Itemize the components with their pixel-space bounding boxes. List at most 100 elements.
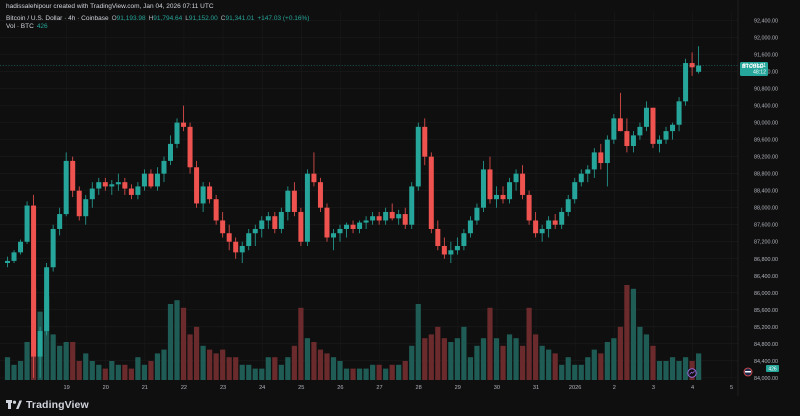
volume-bar [669, 357, 676, 380]
volume-bar [44, 296, 50, 380]
candle-body [370, 216, 376, 221]
candle-body [233, 241, 239, 253]
candle-body [650, 107, 656, 144]
y-tick-label: 88,400.00 [754, 189, 778, 195]
tradingview-brand[interactable]: TradingView [6, 399, 89, 411]
candle-body [552, 220, 558, 225]
y-tick-label: 88,800.00 [754, 172, 778, 178]
volume-bar [624, 285, 630, 380]
volume-bar [167, 304, 174, 380]
x-tick-label: 26 [337, 385, 343, 391]
volume-bar [317, 349, 324, 380]
close-label: C [220, 15, 226, 22]
volume-legend[interactable]: Vol · BTC 426 [6, 23, 51, 30]
candle-body [265, 216, 271, 221]
volume-bar [572, 364, 578, 380]
volume-bar [539, 345, 545, 380]
volume-bar [161, 349, 167, 380]
volume-bar [265, 357, 271, 380]
candle-body [480, 169, 486, 208]
price-badge-symbol: BTCUSD [742, 64, 764, 70]
y-tick-label: 84,400.00 [754, 359, 778, 365]
badges: BTCUSD 91,341.01 48:12 426 [687, 62, 779, 378]
x-tick-label: 22 [181, 385, 187, 391]
volume-bar [272, 357, 278, 380]
time-axis[interactable]: 19 20 21 22 23 24 25 26 27 28 29 30 31 2026 2 3 4 5 [63, 385, 733, 391]
volume-bar [193, 326, 200, 380]
candle-body [676, 101, 682, 125]
volume-bar [259, 368, 265, 380]
volume-bar [422, 338, 428, 380]
candle-body [285, 190, 291, 212]
candle-body [70, 160, 76, 191]
volume-bar [552, 353, 558, 380]
candle-body [572, 182, 578, 200]
candle-body [415, 126, 421, 187]
volume-bar [213, 353, 219, 380]
volume-bar [207, 349, 213, 380]
volume-bar [180, 307, 187, 380]
candle-body [539, 228, 545, 234]
candle-body [304, 173, 310, 242]
volume-bar [370, 364, 376, 380]
candle-body [591, 152, 597, 170]
volume-bar [565, 357, 571, 380]
volume-bar [454, 338, 460, 380]
open-label: O [111, 15, 117, 22]
candle-body [278, 211, 284, 229]
symbol-legend[interactable]: Bitcoin / U.S. Dollar · 4h · Coinbase O91… [6, 15, 312, 22]
low-value: 91,152.00 [188, 15, 218, 22]
volume-bar [278, 364, 284, 380]
volume-bar [154, 353, 161, 380]
candle-body [311, 173, 317, 183]
volume-bar [57, 345, 63, 380]
volume-bar [630, 288, 637, 380]
volume-bar [676, 361, 682, 380]
volume-bar [233, 357, 239, 380]
y-tick-label: 89,200.00 [754, 155, 778, 161]
candle-body [389, 211, 395, 219]
volume-bar [304, 338, 311, 380]
volume-bar [96, 364, 102, 380]
volume-bar [11, 364, 17, 380]
y-tick-label: 89,600.00 [754, 138, 778, 144]
volume-bar [500, 345, 506, 380]
candle-body [454, 245, 460, 251]
low-label: L [185, 15, 189, 22]
volume-bar [696, 353, 702, 380]
tradingview-wordmark: TradingView [26, 399, 89, 411]
volume-bar [285, 357, 291, 380]
volume-bar [89, 361, 95, 380]
x-tick-label: 5 [730, 385, 733, 391]
y-tick-label: 91,600.00 [754, 53, 778, 59]
candle-body [611, 118, 617, 140]
volume-bar [435, 326, 441, 380]
candle-body [435, 228, 441, 246]
volume-bar [128, 368, 134, 380]
candle-body [109, 184, 115, 187]
candle-body [578, 173, 584, 183]
y-tick-label: 85,200.00 [754, 325, 778, 331]
x-tick-label: 2026 [569, 385, 581, 391]
volume-badge-value: 426 [768, 367, 777, 373]
created-by-line: hadissalehipour created with TradingView… [6, 3, 214, 10]
volume-bar [656, 361, 663, 380]
volume-bar [311, 342, 317, 380]
candle-body [57, 214, 63, 229]
volume-bar [291, 345, 297, 380]
candle-body [252, 228, 258, 234]
volume-bar [337, 361, 343, 380]
volume-bar [389, 364, 395, 380]
candle-body [402, 214, 408, 225]
volume-bar [102, 368, 108, 380]
volume-bar [122, 364, 128, 380]
candle-body [63, 160, 69, 215]
volume-bars [4, 285, 702, 380]
candle-body [565, 199, 571, 212]
candle-body [663, 131, 669, 140]
x-tick-label: 21 [142, 385, 148, 391]
candle-body [83, 199, 89, 217]
footer: TradingView [0, 396, 800, 416]
candle-body [585, 169, 591, 174]
